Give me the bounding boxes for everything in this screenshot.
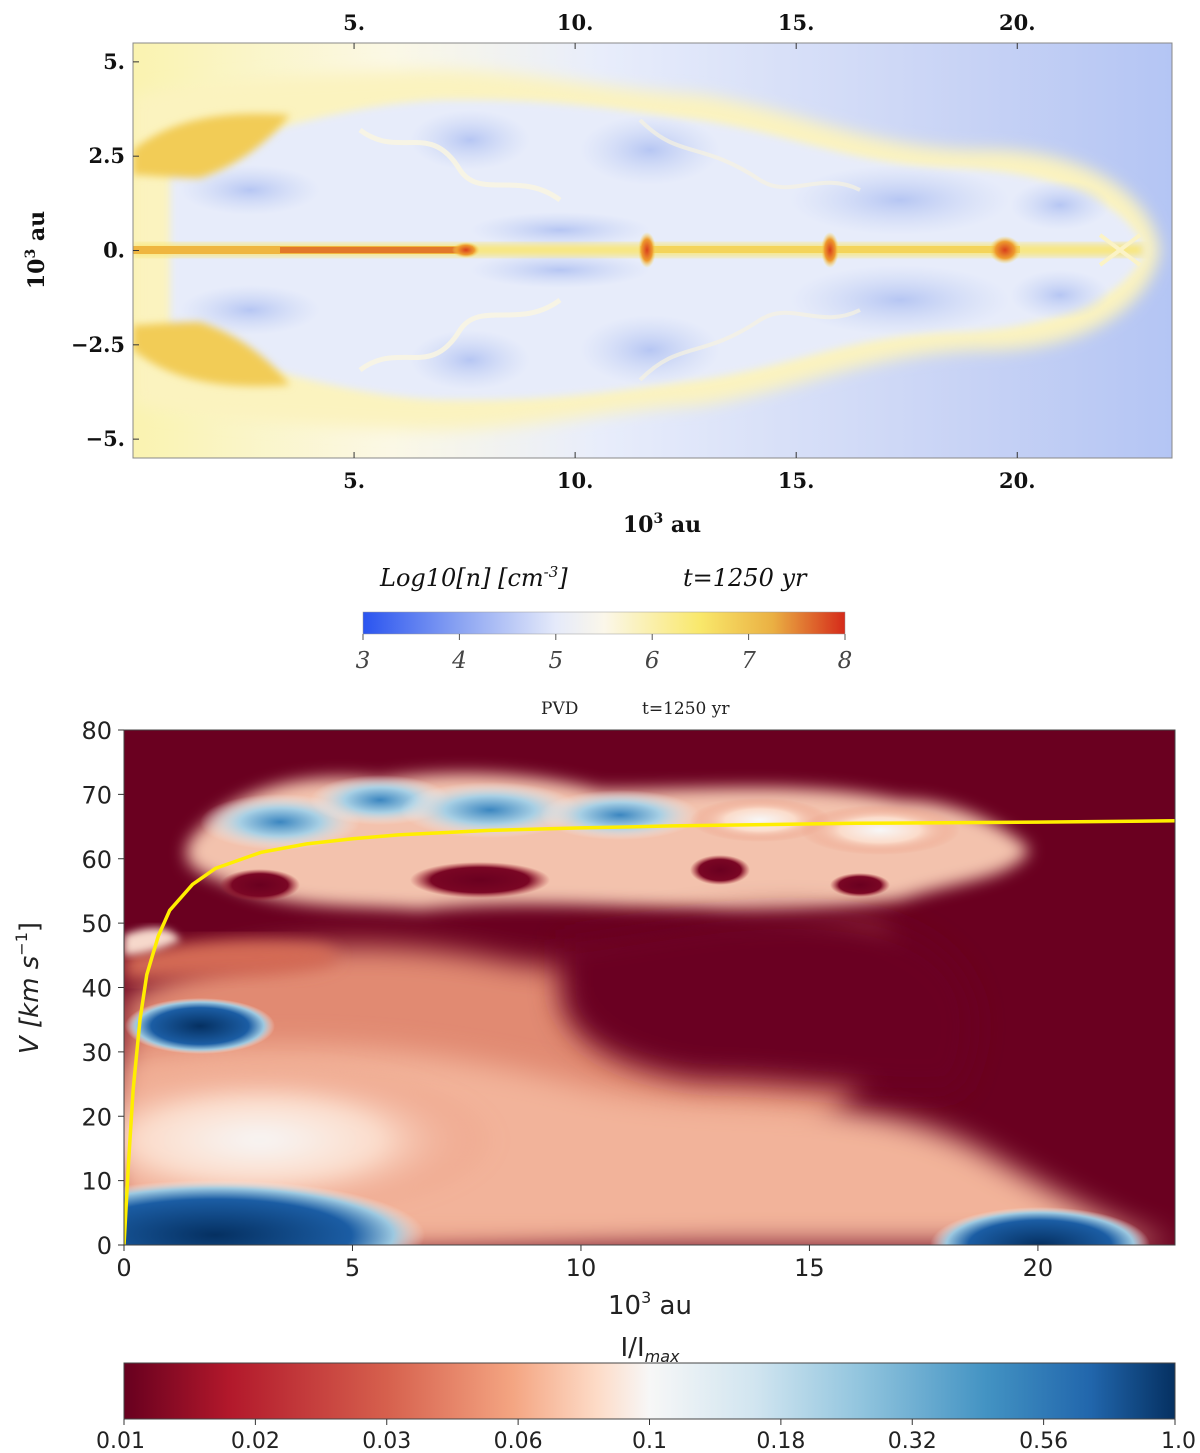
- pvd-y-tick-label: 40: [81, 975, 112, 1003]
- density-y-tick-label: −5.: [85, 426, 125, 451]
- density-x-tick-label-top: 20.: [999, 10, 1036, 35]
- density-colorbar-gradient: [362, 611, 846, 635]
- intensity-colorbar-tick-label: 0.02: [231, 1429, 280, 1453]
- intensity-colorbar-label: I/Imax: [621, 1333, 681, 1366]
- density-colorbar-tick-label: 4: [451, 648, 467, 674]
- intensity-colorbar-tick-label: 0.06: [494, 1429, 543, 1453]
- intensity-colorbar-tick-label: 0.32: [888, 1429, 937, 1453]
- pvd-y-tick-label: 80: [81, 717, 112, 745]
- intensity-colorbar-gradient: [123, 1362, 1176, 1420]
- density-colorbar: Log10[n] [cm-3] t=1250 yr 3 4 5 6 7 8: [356, 563, 853, 674]
- density-x-tick-label-bottom: 5.: [343, 468, 365, 493]
- pvd-y-tick-label: 50: [81, 910, 112, 938]
- density-y-tick-label: 0.: [103, 238, 125, 263]
- density-x-tick-label-bottom: 20.: [999, 468, 1036, 493]
- intensity-colorbar-tick-label: 0.56: [1019, 1429, 1068, 1453]
- density-colorbar-tick-label: 6: [645, 648, 660, 674]
- pvd-x-ticks: 0 5 10 15 20: [116, 1245, 1053, 1282]
- density-y-tick-label: 2.5: [88, 143, 125, 168]
- density-x-tick-label-bottom: 15.: [778, 468, 815, 493]
- density-x-tick-label-bottom: 10.: [557, 468, 594, 493]
- pvd-x-tick-label: 0: [116, 1254, 131, 1282]
- density-y-tick-label: 5.: [103, 49, 125, 74]
- density-colorbar-tick-label: 5: [548, 648, 563, 674]
- density-y-tick-label: −2.5: [71, 332, 125, 357]
- density-map-x-ticks-bottom: 5. 10. 15. 20.: [343, 452, 1036, 493]
- density-time-label: t=1250 yr: [683, 564, 808, 592]
- density-map-y-ticks: 5. 2.5 0. −2.5 −5.: [71, 49, 139, 451]
- pvd-y-tick-label: 0: [97, 1232, 112, 1260]
- intensity-colorbar-tick-label: 0.18: [756, 1429, 805, 1453]
- pvd-y-tick-label: 20: [81, 1103, 112, 1131]
- intensity-colorbar-tick-label: 0.03: [362, 1429, 411, 1453]
- terminal-velocity-curve: [124, 819, 1175, 1245]
- density-colorbar-tick-label: 7: [741, 648, 756, 674]
- pvd-title: PVD: [541, 699, 578, 719]
- pvd-panel: PVD t=1250 yr: [12, 699, 1176, 1321]
- intensity-colorbar-tick-label: 0.01: [96, 1429, 145, 1453]
- pvd-x-axis-label: 103 au: [608, 1288, 692, 1321]
- density-colorbar-tick-label: 8: [838, 648, 853, 674]
- pvd-y-ticks: 0 10 20 30 40 50 60 70 80: [81, 717, 124, 1260]
- intensity-colorbar-tick-label: 1.0: [1161, 1429, 1196, 1453]
- density-x-tick-label-top: 5.: [343, 10, 365, 35]
- pvd-y-tick-label: 60: [81, 846, 112, 874]
- density-colorbar-ticks: 3 4 5 6 7 8: [356, 634, 853, 674]
- pvd-y-tick-label: 30: [81, 1039, 112, 1067]
- pvd-x-tick-label: 10: [566, 1254, 597, 1282]
- density-x-tick-label-top: 10.: [557, 10, 594, 35]
- density-map-x-axis-label: 103 au: [623, 511, 701, 538]
- intensity-colorbar: I/Imax 0.01 0.02 0.03 0.06 0.1 0.18 0.32 0.56 1.…: [96, 1333, 1196, 1453]
- pvd-x-tick-label: 5: [345, 1254, 360, 1282]
- density-colorbar-tick-label: 3: [356, 648, 371, 674]
- density-map-y-axis-label: 103 au: [23, 211, 50, 289]
- density-colorbar-label: Log10[n] [cm-3]: [379, 563, 568, 592]
- pvd-y-tick-label: 70: [81, 781, 112, 809]
- intensity-colorbar-ticks: 0.01 0.02 0.03 0.06 0.1 0.18 0.32 0.56 1.0: [96, 1419, 1196, 1453]
- density-map-field: [133, 69, 1160, 431]
- pvd-y-axis-label: V [km s−1]: [12, 922, 45, 1054]
- density-x-tick-label-top: 15.: [778, 10, 815, 35]
- pvd-y-tick-label: 10: [81, 1168, 112, 1196]
- pvd-time-label: t=1250 yr: [642, 699, 730, 719]
- intensity-colorbar-tick-label: 0.1: [632, 1429, 667, 1453]
- pvd-x-tick-label: 15: [794, 1254, 825, 1282]
- density-map-x-ticks-top: 5. 10. 15. 20.: [343, 10, 1036, 49]
- density-map-panel: 5. 10. 15. 20. 5. 10. 15. 20. 5. 2.5 0. −2.5 −5. 1…: [23, 10, 1173, 538]
- pvd-intensity-field: [124, 773, 1175, 1245]
- pvd-x-tick-label: 20: [1023, 1254, 1054, 1282]
